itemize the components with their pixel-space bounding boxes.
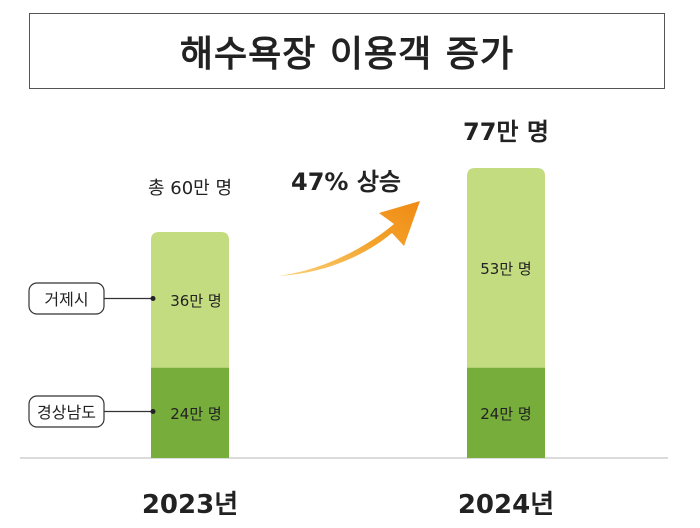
value-label-gyeongnam-2024: 24만 명 bbox=[480, 405, 531, 423]
legend-label-gyeongnam: 경상남도 bbox=[37, 403, 96, 422]
growth-arrow bbox=[278, 201, 420, 276]
bar-gyeongnam-2024 bbox=[467, 367, 545, 458]
category-label-2024: 2024년 bbox=[458, 490, 554, 520]
bar-gyeongnam-2023 bbox=[151, 367, 229, 458]
legend-dot-geoje bbox=[150, 296, 156, 301]
chart-title-box: 해수욕장 이용객 증가 bbox=[29, 13, 665, 89]
category-label-2023: 2023년 bbox=[142, 490, 238, 520]
legend-label-geoje: 거제시 bbox=[44, 290, 88, 309]
legend-dot-gyeongnam bbox=[150, 409, 156, 414]
bar-geoje-2024 bbox=[467, 168, 545, 368]
value-label-geoje-2024: 53만 명 bbox=[480, 260, 531, 278]
total-label-2023: 총 60만 명 bbox=[148, 178, 232, 199]
chart-title: 해수욕장 이용객 증가 bbox=[179, 34, 515, 75]
bar-geoje-2023 bbox=[151, 232, 229, 368]
value-label-geoje-2023: 36만 명 bbox=[170, 292, 221, 310]
legend: 거제시 경상남도 bbox=[28, 282, 156, 428]
total-label-2024: 77만 명 bbox=[463, 118, 549, 146]
value-label-gyeongnam-2023: 24만 명 bbox=[170, 405, 221, 423]
growth-annotation: 47% 상승 bbox=[291, 168, 401, 196]
